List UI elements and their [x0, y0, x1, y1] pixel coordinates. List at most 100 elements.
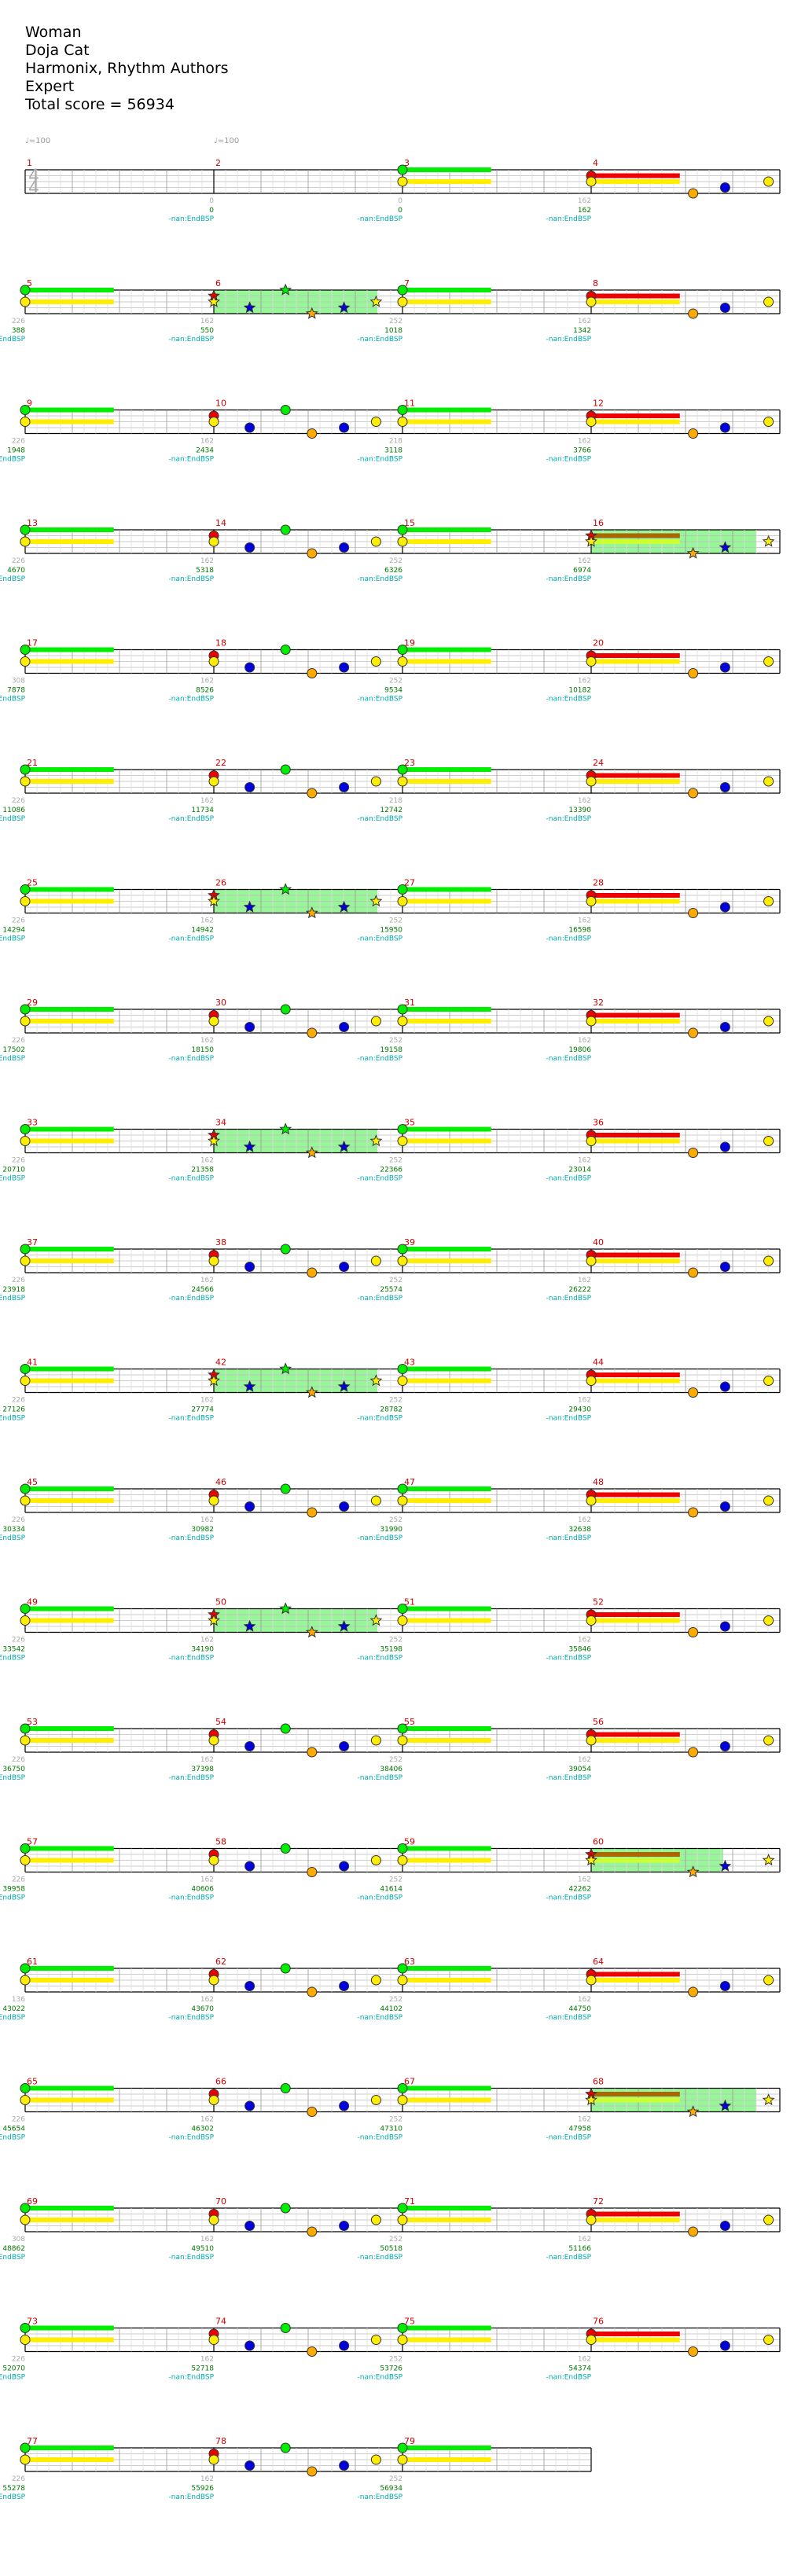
yellow-sustain — [25, 1858, 114, 1863]
measure-number: 8 — [593, 278, 598, 288]
green-note — [397, 645, 408, 655]
green-note — [397, 1963, 408, 1974]
green-note — [397, 2083, 408, 2093]
measure-number: 74 — [215, 2317, 226, 2327]
yellow-note — [397, 536, 408, 547]
stats-label: -nan:EndBSP — [169, 2493, 215, 2501]
stats-label: -nan:EndBSP — [169, 2134, 215, 2142]
orange-note — [688, 1627, 699, 1637]
green-sustain — [25, 647, 114, 652]
tick-value: 226 — [12, 1397, 25, 1405]
blue-note — [339, 2100, 350, 2111]
yellow-sustain — [402, 1378, 491, 1384]
yellow-sustain — [25, 2218, 114, 2222]
stats-label: -nan:EndBSP — [358, 1534, 403, 1542]
measure-number: 16 — [593, 518, 604, 528]
tick-value: 226 — [12, 438, 25, 446]
yellow-note — [763, 776, 774, 787]
yellow-note — [763, 1016, 774, 1027]
red-sustain — [591, 173, 680, 178]
score-value: 52070 — [2, 2365, 25, 2373]
measure-number: 15 — [404, 518, 415, 528]
score-value: 2434 — [196, 447, 214, 455]
stats-label: -nan:EndBSP — [0, 1055, 26, 1063]
green-sustain — [25, 1126, 114, 1132]
score-value: 35846 — [568, 1646, 591, 1654]
measure-number: 24 — [593, 758, 604, 768]
green-sustain — [402, 1007, 491, 1012]
green-sustain — [402, 2206, 491, 2210]
yellow-sustain — [591, 1618, 680, 1623]
yellow-sustain — [402, 1259, 491, 1263]
measure-number: 22 — [215, 758, 226, 768]
tick-value: 162 — [578, 1157, 591, 1165]
score-value: 49510 — [191, 2245, 214, 2253]
red-sustain — [591, 653, 680, 658]
tick-value: 162 — [578, 2116, 591, 2124]
green-sustain — [402, 1247, 491, 1251]
orange-note — [305, 1386, 318, 1398]
score-value: 30334 — [2, 1526, 25, 1534]
green-sustain — [25, 1846, 114, 1851]
tick-value: 252 — [389, 1397, 402, 1405]
measure-number: 50 — [215, 1597, 226, 1608]
measure-number: 6 — [215, 278, 221, 288]
orange-note — [688, 1747, 699, 1758]
score-value: 29430 — [568, 1406, 591, 1414]
tick-value: 162 — [578, 438, 591, 446]
stats-label: -nan:EndBSP — [358, 336, 403, 344]
green-note — [20, 2323, 31, 2333]
stats-label: -nan:EndBSP — [358, 1655, 403, 1663]
measure-number: 62 — [215, 1957, 226, 1967]
orange-note — [307, 2346, 318, 2357]
orange-note — [305, 1146, 318, 1159]
tick-value: 162 — [200, 1756, 214, 1764]
red-sustain — [591, 1852, 680, 1857]
yellow-note — [763, 1136, 774, 1146]
tick-value: 162 — [200, 1996, 214, 2004]
orange-note — [686, 2105, 700, 2118]
green-sustain — [25, 2206, 114, 2210]
yellow-sustain — [402, 2218, 491, 2222]
blue-note — [719, 1741, 730, 1751]
orange-note — [305, 1626, 318, 1638]
score-value: 52718 — [191, 2365, 214, 2373]
blue-note — [339, 2340, 350, 2351]
measure-number: 5 — [27, 278, 32, 288]
stats-label: -nan:EndBSP — [546, 815, 592, 823]
stats-label: -nan:EndBSP — [169, 1415, 215, 1423]
green-note — [20, 1604, 31, 1614]
yellow-note — [397, 1615, 408, 1626]
tick-value: 0 — [209, 197, 214, 205]
orange-note — [688, 1267, 699, 1278]
blue-note — [339, 1022, 350, 1032]
yellow-note — [397, 2095, 408, 2105]
green-note — [20, 405, 31, 415]
tick-value: 226 — [12, 1037, 25, 1045]
measure-number: 52 — [593, 1597, 604, 1608]
measure-number: 66 — [215, 2077, 226, 2087]
green-sustain — [25, 527, 114, 532]
tick-value: 162 — [578, 1876, 591, 1884]
tick-value: 252 — [389, 678, 402, 685]
green-sustain — [402, 1726, 491, 1731]
blue-note — [243, 1619, 256, 1632]
green-sustain — [402, 2085, 491, 2091]
yellow-note — [585, 2093, 597, 2106]
green-note — [279, 283, 292, 296]
yellow-note — [208, 1134, 220, 1147]
tick-value: 252 — [389, 318, 402, 325]
tick-value: 162 — [200, 1157, 214, 1165]
stats-label: -nan:EndBSP — [0, 2374, 26, 2382]
score-value: 39054 — [568, 1766, 591, 1773]
yellow-note — [762, 2093, 775, 2106]
yellow-note — [586, 417, 597, 427]
stats-label: -nan:EndBSP — [0, 1655, 26, 1663]
yellow-note — [20, 1255, 31, 1266]
score-value: 550 — [200, 327, 214, 335]
measure-number: 29 — [27, 998, 38, 1008]
orange-note — [307, 548, 318, 559]
yellow-note — [397, 1255, 408, 1266]
green-sustain — [402, 1126, 491, 1132]
score-value: 53726 — [380, 2365, 402, 2373]
